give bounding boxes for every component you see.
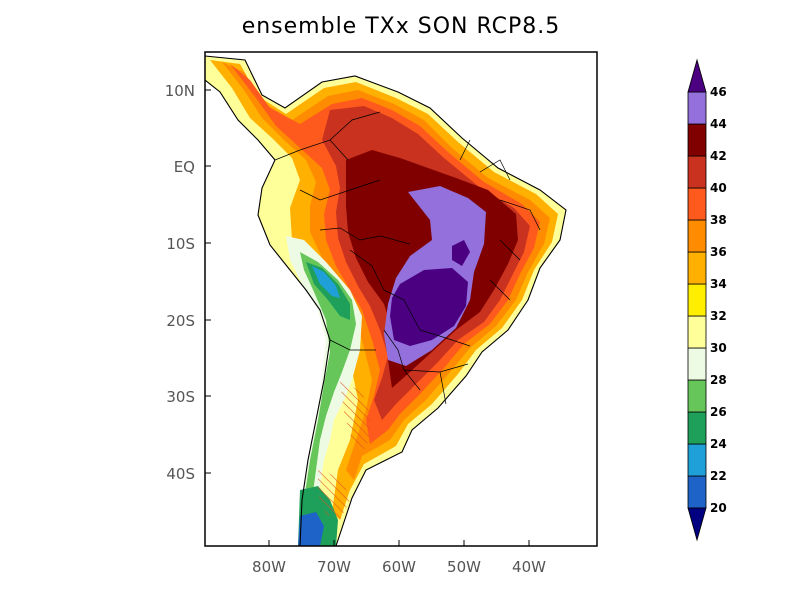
lat-tick-label: 10S [166, 235, 195, 253]
hatch-region-south [318, 470, 350, 520]
colorbar: 20 22 24 26 28 30 32 34 36 38 40 42 44 46 [687, 58, 727, 542]
colorbar-label: 38 [710, 213, 727, 227]
lon-tick-label: 40W [512, 558, 546, 576]
lat-tick-label: 40S [166, 465, 195, 483]
country-borders [274, 111, 541, 405]
colorbar-box [687, 251, 707, 285]
colorbar-label: 34 [710, 277, 727, 291]
colorbar-under-arrow [687, 507, 707, 542]
colorbar-box [687, 283, 707, 317]
lat-tick-label: 20S [166, 312, 195, 330]
colorbar-box [687, 347, 707, 381]
map-field [205, 52, 597, 546]
colorbar-box [687, 91, 707, 125]
colorbar-over-arrow [687, 58, 707, 93]
colorbar-box [687, 411, 707, 445]
lon-tick-label: 80W [252, 558, 286, 576]
colorbar-label: 32 [710, 309, 727, 323]
colorbar-label: 30 [710, 341, 727, 355]
andes-cool-24 [312, 266, 340, 298]
hatch-region-north [340, 380, 372, 450]
colorbar-label: 24 [710, 437, 727, 451]
coastline [205, 55, 567, 546]
colorbar-label: 22 [710, 469, 727, 483]
colorbar-box [687, 315, 707, 349]
colorbar-box [687, 187, 707, 221]
colorbar-label: 46 [710, 85, 727, 99]
colorbar-label: 40 [710, 181, 727, 195]
lat-tick-label: 30S [166, 388, 195, 406]
colorbar-box [687, 123, 707, 157]
band-46c [452, 240, 470, 266]
lon-tick-label: 70W [317, 558, 351, 576]
band-46b [390, 268, 468, 346]
andes-cool-28 [300, 252, 356, 546]
colorbar-label: 28 [710, 373, 727, 387]
colorbar-box [687, 443, 707, 477]
map-frame [204, 51, 598, 547]
map-title: ensemble TXx SON RCP8.5 [241, 14, 561, 39]
lon-tick-label: 50W [447, 558, 481, 576]
colorbar-box [687, 379, 707, 413]
lat-tick-label: 10N [165, 82, 195, 100]
colorbar-label: 42 [710, 149, 727, 163]
colorbar-label: 44 [710, 117, 727, 131]
lon-tick-label: 60W [382, 558, 416, 576]
colorbar-box [687, 219, 707, 253]
colorbar-box [687, 475, 707, 509]
colorbar-label: 20 [710, 501, 727, 515]
colorbar-label: 26 [710, 405, 727, 419]
lat-tick-marks [205, 89, 211, 474]
colorbar-label: 36 [710, 245, 727, 259]
patagonia-cold [298, 512, 324, 546]
lat-tick-label: EQ [174, 158, 195, 176]
colorbar-box [687, 155, 707, 189]
lon-tick-marks [268, 540, 530, 546]
